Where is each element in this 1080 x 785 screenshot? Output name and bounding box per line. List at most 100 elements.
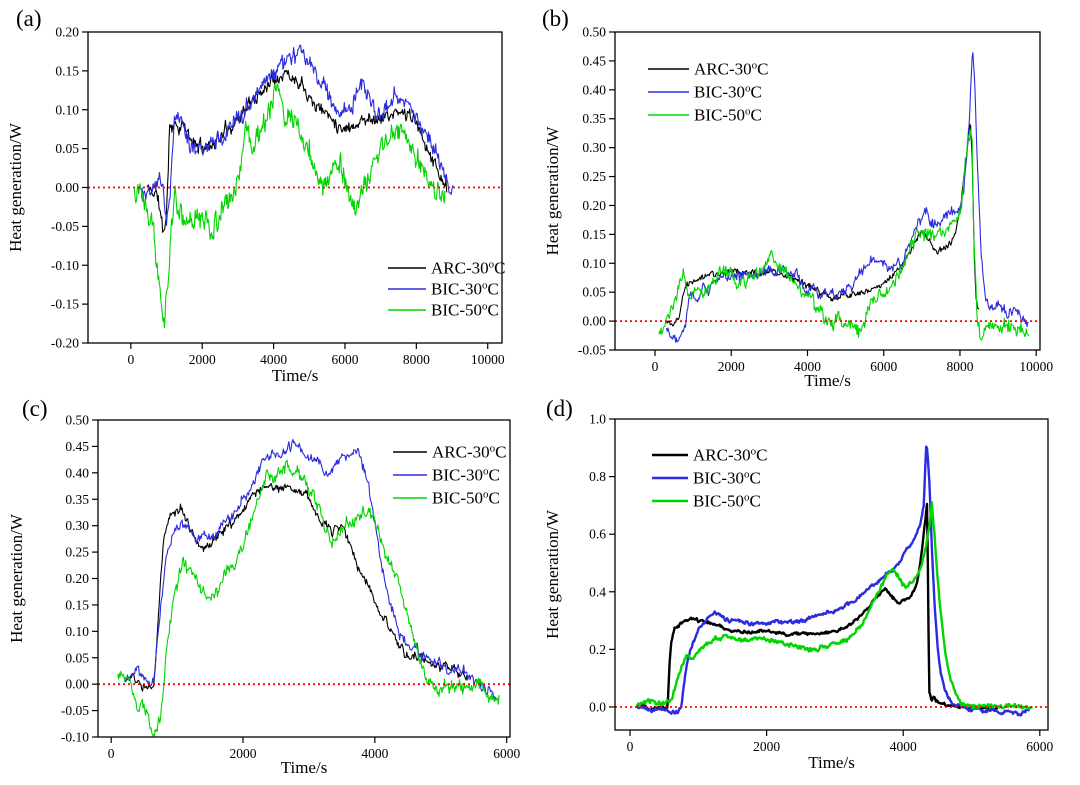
series-BIC-50°C xyxy=(658,129,1030,341)
svg-text:0.10: 0.10 xyxy=(582,256,606,271)
svg-text:0.05: 0.05 xyxy=(65,650,89,665)
series-BIC-50°C xyxy=(636,501,1034,710)
svg-text:0.30: 0.30 xyxy=(582,140,606,155)
svg-text:0.30: 0.30 xyxy=(65,518,89,533)
svg-text:6000: 6000 xyxy=(331,352,358,367)
y-axis-label: Heat generation/W xyxy=(7,513,26,643)
svg-text:0.40: 0.40 xyxy=(582,82,606,97)
svg-text:8000: 8000 xyxy=(946,359,973,374)
svg-text:6000: 6000 xyxy=(870,359,897,374)
svg-text:0.2: 0.2 xyxy=(589,642,606,657)
axis-ticks: 0 2000 4000 6000 8000 10000 0.20 0.15 0.10 0.05 0.… xyxy=(51,25,505,368)
svg-text:-0.20: -0.20 xyxy=(51,336,79,351)
chart-b: 0 2000 4000 6000 8000 10000 0.50 0.45 0.40 0.35 0.… xyxy=(543,25,1053,391)
series-lines xyxy=(133,44,454,329)
legend-label: BIC-30oC xyxy=(431,280,499,299)
chart-c: 0 2000 4000 6000 0.50 0.45 0.40 0.35 0.30 0.25 0.2… xyxy=(7,413,521,778)
svg-text:0.15: 0.15 xyxy=(65,597,89,612)
plot-frame xyxy=(97,419,511,738)
svg-text:-0.15: -0.15 xyxy=(51,297,79,312)
panel-c: 0 2000 4000 6000 0.50 0.45 0.40 0.35 0.30 0.25 0.2… xyxy=(0,390,540,785)
panel-d: 0 2000 4000 6000 1.0 0.8 0.6 0.4 0.2 0.0 Time/s Hea… xyxy=(540,390,1080,785)
panel-b: 0 2000 4000 6000 8000 10000 0.50 0.45 0.40 0.35 0.… xyxy=(540,0,1080,395)
axis-ticks: 0 2000 4000 6000 1.0 0.8 0.6 0.4 0.2 0.0 xyxy=(589,412,1053,755)
svg-text:0.4: 0.4 xyxy=(589,584,606,599)
series-lines xyxy=(658,52,1030,343)
series-BIC-30°C xyxy=(635,445,1031,717)
svg-text:2000: 2000 xyxy=(753,739,780,754)
svg-text:0.45: 0.45 xyxy=(582,53,606,68)
series-ARC-30°C xyxy=(123,483,471,692)
svg-text:4000: 4000 xyxy=(890,739,917,754)
svg-text:0.6: 0.6 xyxy=(589,527,606,542)
legend-label: ARC-30oC xyxy=(431,259,505,278)
svg-text:-0.05: -0.05 xyxy=(51,219,79,234)
series-BIC-30°C xyxy=(140,44,454,227)
svg-text:10000: 10000 xyxy=(471,352,505,367)
svg-text:6000: 6000 xyxy=(493,746,520,761)
svg-text:0.0: 0.0 xyxy=(589,699,606,714)
svg-text:4000: 4000 xyxy=(794,359,821,374)
panel-label-b: (b) xyxy=(542,6,569,31)
series-BIC-30°C xyxy=(124,438,497,701)
series-BIC-50°C xyxy=(133,83,446,329)
svg-text:-0.10: -0.10 xyxy=(61,730,89,745)
panel-label-c: (c) xyxy=(22,396,48,421)
svg-text:0.25: 0.25 xyxy=(65,545,89,560)
svg-text:4000: 4000 xyxy=(361,746,388,761)
svg-text:0: 0 xyxy=(108,746,115,761)
x-axis-label: Time/s xyxy=(281,758,328,777)
y-axis-label: Heat generation/W xyxy=(543,126,562,256)
svg-text:0.50: 0.50 xyxy=(65,413,89,428)
svg-text:0.20: 0.20 xyxy=(55,25,79,40)
svg-text:0.00: 0.00 xyxy=(55,180,79,195)
legend-label: BIC-30oC xyxy=(432,466,500,485)
legend-label: BIC-50oC xyxy=(694,106,762,125)
svg-text:2000: 2000 xyxy=(718,359,745,374)
legend-label: ARC-30oC xyxy=(693,446,767,465)
svg-text:1.0: 1.0 xyxy=(589,412,606,427)
legend: ARC-30oC BIC-30oC BIC-50oC xyxy=(648,60,768,125)
svg-text:0.20: 0.20 xyxy=(65,571,89,586)
plot-frame xyxy=(614,31,1041,351)
legend-label: BIC-30oC xyxy=(693,469,761,488)
panel-a: 0 2000 4000 6000 8000 10000 0.20 0.15 0.10 0.05 0.… xyxy=(0,0,540,395)
series-ARC-30°C xyxy=(146,69,448,233)
svg-text:0.05: 0.05 xyxy=(582,285,606,300)
panel-label-d: (d) xyxy=(546,396,573,421)
svg-text:0.35: 0.35 xyxy=(582,111,606,126)
legend-label: ARC-30oC xyxy=(432,443,506,462)
axis-ticks: 0 2000 4000 6000 0.50 0.45 0.40 0.35 0.30 0.25 0.2… xyxy=(61,413,521,762)
svg-text:0.8: 0.8 xyxy=(589,469,606,484)
series-lines xyxy=(635,445,1034,717)
series-lines xyxy=(117,438,500,737)
svg-text:0.15: 0.15 xyxy=(582,227,606,242)
legend-label: BIC-50oC xyxy=(431,301,499,320)
legend: ARC-30oC BIC-30oC BIC-50oC xyxy=(652,446,767,511)
x-axis-label: Time/s xyxy=(808,753,855,772)
svg-text:0.25: 0.25 xyxy=(582,169,606,184)
plot-frame xyxy=(614,418,1049,731)
svg-text:8000: 8000 xyxy=(403,352,430,367)
axis-ticks: 0 2000 4000 6000 8000 10000 0.50 0.45 0.40 0.35 0.… xyxy=(578,25,1053,375)
svg-text:0: 0 xyxy=(652,359,659,374)
y-axis-label: Heat generation/W xyxy=(6,122,25,252)
y-axis-label: Heat generation/W xyxy=(543,509,562,639)
svg-text:0.10: 0.10 xyxy=(65,624,89,639)
chart-d: 0 2000 4000 6000 1.0 0.8 0.6 0.4 0.2 0.0 Time/s Hea… xyxy=(543,412,1054,773)
svg-text:0.35: 0.35 xyxy=(65,492,89,507)
svg-text:2000: 2000 xyxy=(230,746,257,761)
svg-text:0: 0 xyxy=(127,352,134,367)
x-axis-label: Time/s xyxy=(804,371,851,390)
series-BIC-30°C xyxy=(665,52,1029,343)
svg-text:0.00: 0.00 xyxy=(65,677,89,692)
svg-text:-0.10: -0.10 xyxy=(51,258,79,273)
chart-a: 0 2000 4000 6000 8000 10000 0.20 0.15 0.10 0.05 0.… xyxy=(6,25,505,386)
svg-text:0.05: 0.05 xyxy=(55,141,79,156)
series-ARC-30°C xyxy=(636,502,1000,712)
svg-text:0.10: 0.10 xyxy=(55,102,79,117)
legend-label: BIC-30oC xyxy=(694,83,762,102)
svg-text:0.20: 0.20 xyxy=(582,198,606,213)
svg-text:0.50: 0.50 xyxy=(582,25,606,40)
